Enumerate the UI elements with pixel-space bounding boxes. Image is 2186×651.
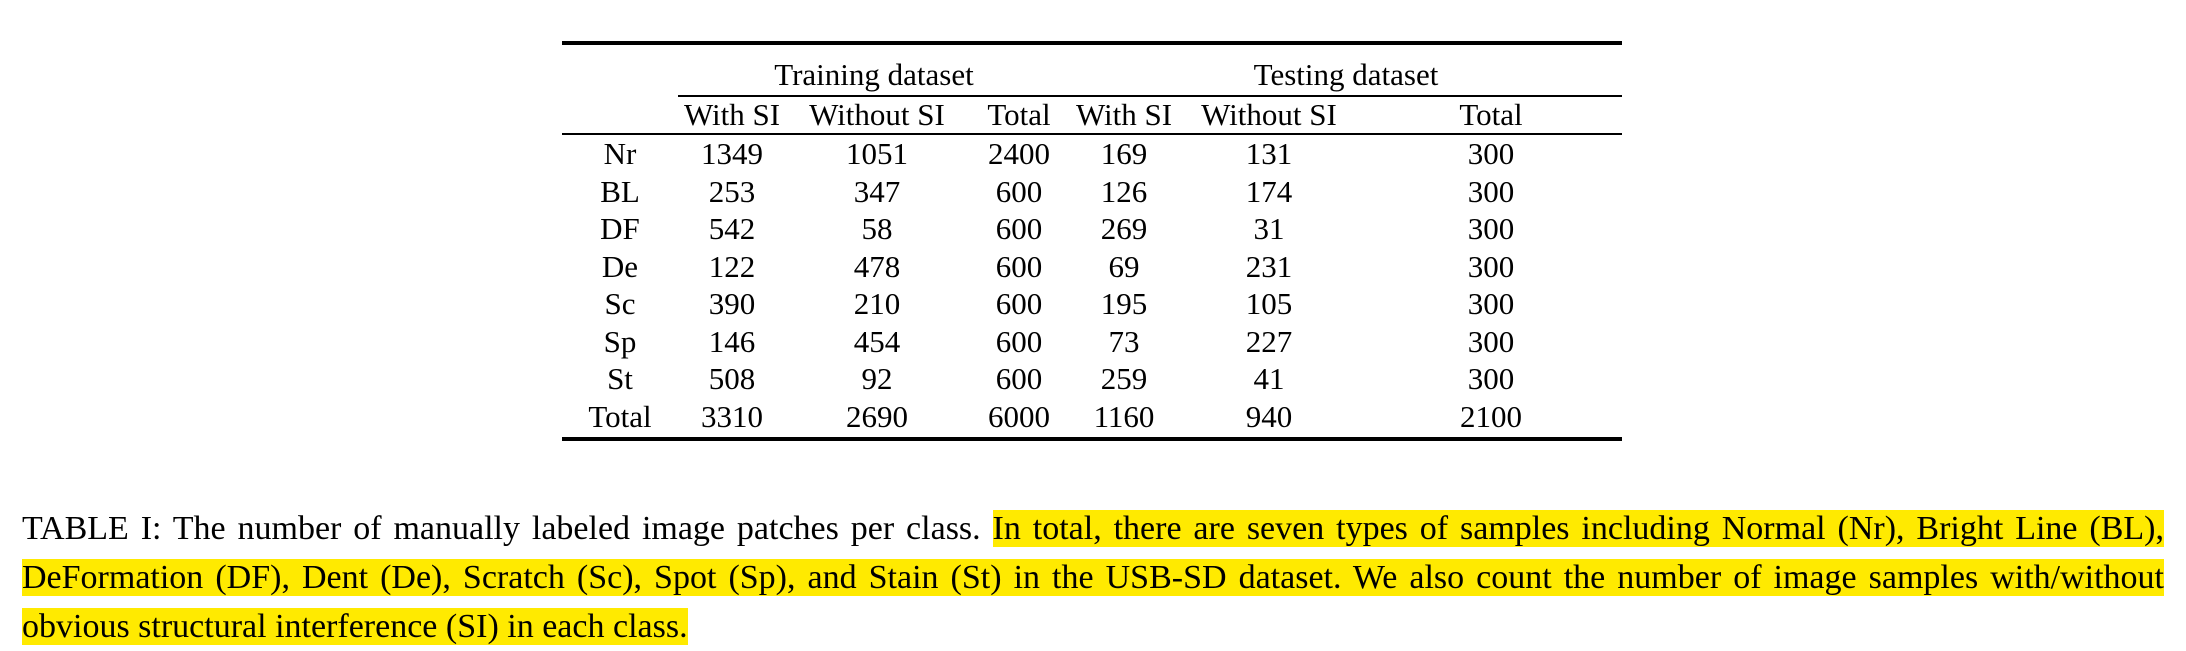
table-cell: 600 (995, 211, 1043, 247)
table-cell: 169 (1100, 136, 1148, 172)
table-cell: 300 (1467, 173, 1515, 209)
table-cell: 2690 (786, 397, 968, 441)
table-cell: 508 (708, 361, 756, 397)
table-cell: 300 (1467, 136, 1515, 172)
table-cell: 122 (708, 248, 756, 284)
row-label: Total (562, 397, 678, 441)
table-cell: 940 (1178, 397, 1360, 441)
table-cell: 1160 (1070, 397, 1178, 441)
col-header-train-without-si: Without SI (786, 96, 968, 135)
sub-header-row: With SI Without SI Total With SI Without… (562, 96, 1622, 135)
table-cell: 1349 (701, 136, 763, 172)
table-row-total: Total 3310 2690 6000 1160 940 2100 (562, 397, 1622, 441)
table-caption: TABLE I: The number of manually labeled … (22, 504, 2164, 651)
table-cell: 3310 (678, 397, 786, 441)
table-cell: 454 (853, 323, 901, 359)
table-row-st: St 508 92 600 259 41 300 (562, 360, 1622, 398)
table-cell: 390 (708, 286, 756, 322)
stub-header (562, 41, 678, 96)
caption-plain-text: The number of manually labeled image pat… (161, 510, 993, 547)
table-cell: 105 (1245, 286, 1293, 322)
table-row-de: De 122 478 600 69 231 300 (562, 248, 1622, 286)
table-row-nr: Nr 1349 1051 2400 169 131 300 (562, 134, 1622, 173)
table-cell: 300 (1467, 323, 1515, 359)
table-cell: 174 (1245, 173, 1293, 209)
table-cell: 300 (1467, 248, 1515, 284)
table-cell: 478 (853, 248, 901, 284)
table-cell: 227 (1245, 323, 1293, 359)
row-label: DF (600, 211, 640, 247)
table-cell: 2400 (988, 136, 1050, 172)
table-row-df: DF 542 58 600 269 31 300 (562, 210, 1622, 248)
table-cell: 69 (1108, 248, 1140, 284)
table-cell: 92 (861, 361, 893, 397)
table-row-bl: BL 253 347 600 126 174 300 (562, 173, 1622, 211)
table-cell: 300 (1467, 361, 1515, 397)
table-cell: 600 (995, 286, 1043, 322)
row-label: St (607, 361, 633, 397)
col-header-test-without-si: Without SI (1178, 96, 1360, 135)
col-header-test-with-si: With SI (1070, 96, 1178, 135)
table-cell: 1051 (846, 136, 908, 172)
table-cell: 600 (995, 323, 1043, 359)
table-cell: 210 (853, 286, 901, 322)
table-cell: 58 (861, 211, 893, 247)
table-cell: 253 (708, 173, 756, 209)
table-cell: 259 (1100, 361, 1148, 397)
table-cell: 600 (995, 361, 1043, 397)
row-label: BL (600, 173, 640, 209)
table-cell: 347 (853, 173, 901, 209)
col-header-test-total: Total (1360, 96, 1622, 135)
table-cell: 41 (1253, 361, 1285, 397)
table-cell: 600 (995, 248, 1043, 284)
stub-subheader (562, 96, 678, 135)
training-dataset-header: Training dataset (678, 41, 1070, 97)
col-header-train-with-si: With SI (678, 96, 786, 135)
table-cell: 300 (1467, 211, 1515, 247)
testing-dataset-header: Testing dataset (1070, 41, 1622, 97)
table-cell: 300 (1467, 286, 1515, 322)
group-header-row: Training dataset Testing dataset (562, 41, 1622, 97)
table-cell: 195 (1100, 286, 1148, 322)
table-cell: 269 (1100, 211, 1148, 247)
table-cell: 6000 (968, 397, 1070, 441)
table-cell: 31 (1253, 211, 1285, 247)
table-cell: 126 (1100, 173, 1148, 209)
row-label: Sc (604, 286, 636, 322)
table-cell: 542 (708, 211, 756, 247)
col-header-train-total: Total (968, 96, 1070, 135)
samples-per-class-table: Training dataset Testing dataset With SI… (562, 41, 1622, 441)
table-cell: 146 (708, 323, 756, 359)
table-cell: 73 (1108, 323, 1140, 359)
table-cell: 600 (995, 173, 1043, 209)
table-row-sp: Sp 146 454 600 73 227 300 (562, 323, 1622, 361)
table-cell: 231 (1245, 248, 1293, 284)
data-table-container: Training dataset Testing dataset With SI… (562, 41, 1622, 441)
table-cell: 131 (1245, 136, 1293, 172)
table-row-sc: Sc 390 210 600 195 105 300 (562, 285, 1622, 323)
caption-label: TABLE I: (22, 510, 162, 547)
row-label: Nr (603, 136, 637, 172)
table-cell: 2100 (1360, 397, 1622, 441)
row-label: De (601, 248, 639, 284)
row-label: Sp (603, 323, 637, 359)
